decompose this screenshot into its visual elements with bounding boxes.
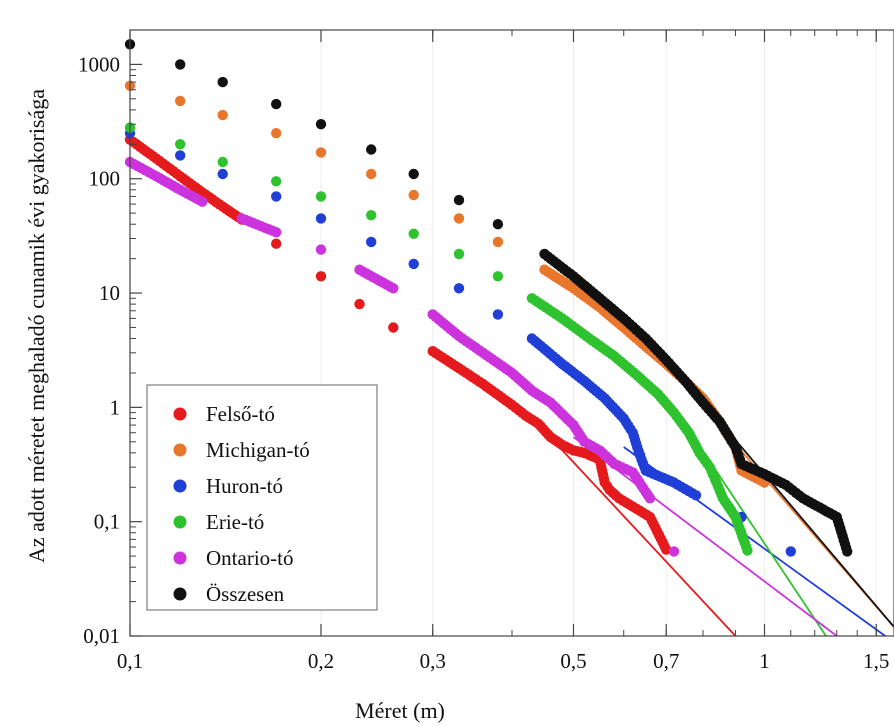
- data-point: [175, 59, 186, 70]
- fit-line: [543, 430, 737, 637]
- data-point: [271, 176, 282, 187]
- x-axis-title: Méret (m): [355, 698, 445, 723]
- data-point: [366, 236, 377, 248]
- data-point: [408, 258, 419, 270]
- data-point: [217, 168, 228, 180]
- data-point: [366, 144, 377, 155]
- data-point: [408, 228, 419, 239]
- data-point: [453, 213, 465, 224]
- y-tick-label: 0,01: [83, 624, 120, 648]
- data-points: [124, 39, 853, 557]
- data-point: [271, 238, 282, 249]
- x-tick-label: 0,1: [117, 649, 143, 673]
- data-point: [217, 76, 228, 88]
- y-tick-label: 1: [110, 395, 121, 419]
- data-point: [217, 109, 228, 121]
- data-point: [175, 95, 186, 107]
- x-tick-label: 0,2: [308, 649, 334, 673]
- data-point: [690, 490, 702, 501]
- data-point: [453, 283, 465, 294]
- data-point: [197, 196, 208, 207]
- data-point: [354, 298, 365, 310]
- data-point: [388, 283, 399, 294]
- data-point: [742, 545, 753, 556]
- data-point: [492, 271, 504, 282]
- axis-ticks: [129, 29, 894, 637]
- series-points: [124, 156, 680, 557]
- legend-label: Összesen: [206, 582, 285, 606]
- x-tick-labels: 0,1 0,2 0,3 0,5 0,7 1 1,5: [117, 649, 889, 673]
- data-point: [453, 194, 465, 206]
- y-tick-label: 100: [89, 167, 121, 191]
- legend-box: [146, 384, 378, 611]
- x-tick-label: 1: [759, 649, 770, 673]
- fit-line: [728, 432, 894, 628]
- data-point: [271, 227, 282, 238]
- data-point: [366, 210, 377, 221]
- series-points: [124, 122, 753, 556]
- data-point: [492, 236, 504, 248]
- legend-marker: [173, 479, 187, 493]
- x-tick-label: 0,7: [653, 649, 679, 673]
- legend-marker: [173, 551, 187, 565]
- legend-label: Ontario-tó: [206, 546, 293, 570]
- data-point: [175, 150, 186, 161]
- data-point: [315, 244, 327, 255]
- y-tick-label: 0,1: [94, 510, 120, 534]
- data-point: [661, 544, 672, 555]
- legend: Felső-tó Michigan-tó Huron-tó Erie-tó Ontari…: [146, 384, 378, 611]
- data-point: [217, 156, 228, 168]
- data-point: [492, 309, 504, 320]
- data-point: [271, 128, 282, 139]
- data-point: [644, 493, 656, 504]
- legend-marker: [173, 587, 187, 601]
- series-points: [124, 134, 672, 555]
- y-tick-label: 10: [99, 281, 120, 305]
- data-point: [315, 191, 327, 202]
- data-point: [271, 98, 282, 110]
- y-tick-labels: 0,01 0,1 1 10 100 1000: [78, 52, 120, 648]
- legend-marker: [173, 515, 187, 529]
- data-point: [271, 191, 282, 202]
- data-point: [785, 546, 796, 557]
- y-axis-title: Az adott méretet meghaladó cunamik évi g…: [24, 89, 49, 563]
- x-tick-label: 1,5: [863, 649, 889, 673]
- data-point: [315, 119, 327, 130]
- y-tick-label: 1000: [78, 52, 120, 76]
- data-point: [408, 189, 419, 201]
- data-point: [388, 322, 399, 333]
- data-point: [408, 168, 419, 180]
- legend-label: Felső-tó: [206, 402, 275, 426]
- data-point: [668, 546, 680, 557]
- data-point: [366, 168, 377, 180]
- series-points: [124, 39, 853, 557]
- legend-marker: [173, 443, 187, 457]
- data-point: [315, 213, 327, 224]
- data-point: [315, 147, 327, 158]
- data-point: [492, 219, 504, 230]
- legend-marker: [173, 407, 187, 421]
- data-point: [315, 271, 327, 282]
- legend-label: Erie-tó: [206, 510, 264, 534]
- series-points: [124, 128, 796, 557]
- data-point: [175, 139, 186, 150]
- data-point: [842, 546, 853, 557]
- legend-label: Huron-tó: [206, 474, 283, 498]
- x-tick-label: 0,3: [420, 649, 446, 673]
- legend-label: Michigan-tó: [206, 438, 310, 462]
- data-point: [453, 248, 465, 260]
- x-tick-label: 0,5: [560, 649, 586, 673]
